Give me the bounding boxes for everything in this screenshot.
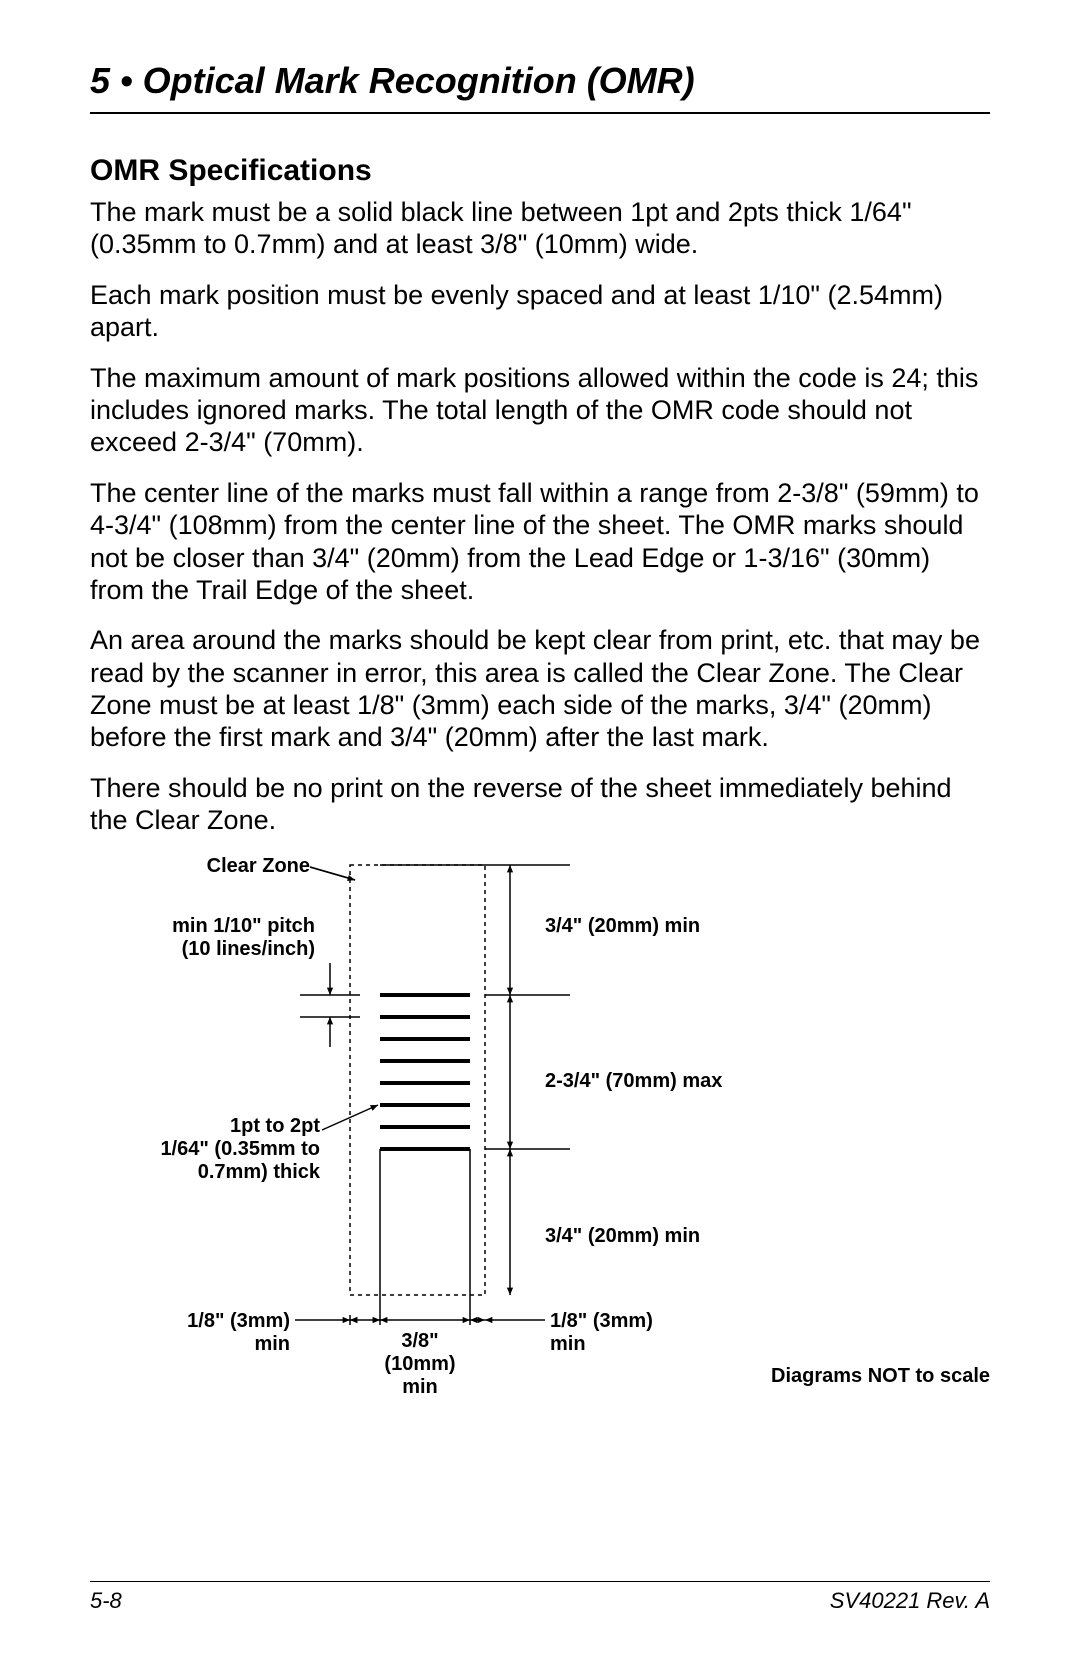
top-clear-label: 3/4" (20mm) min <box>545 915 700 938</box>
right-margin-l1: 1/8" (3mm) <box>550 1310 653 1332</box>
thick-label-l2: 1/64" (0.35mm to <box>160 1138 320 1160</box>
chapter-title: 5 • Optical Mark Recognition (OMR) <box>90 60 990 114</box>
page-footer: 5-8 SV40221 Rev. A <box>90 1581 990 1614</box>
right-margin-label: 1/8" (3mm) min <box>550 1310 653 1356</box>
pitch-label: min 1/10" pitch (10 lines/inch) <box>145 915 315 961</box>
omr-diagram: Clear Zone min 1/10" pitch (10 lines/inc… <box>90 855 990 1415</box>
mark-width-l3: min <box>402 1376 438 1398</box>
mark-width-l1: 3/8" <box>401 1330 438 1352</box>
para-1: The mark must be a solid black line betw… <box>90 196 990 261</box>
para-4: The center line of the marks must fall w… <box>90 477 990 607</box>
thick-label-l3: 0.7mm) thick <box>198 1161 320 1183</box>
footer-page: 5-8 <box>90 1588 122 1614</box>
para-6: There should be no print on the reverse … <box>90 772 990 837</box>
thick-label: 1pt to 2pt 1/64" (0.35mm to 0.7mm) thick <box>130 1115 320 1184</box>
mark-width-l2: (10mm) <box>384 1353 455 1375</box>
para-3: The maximum amount of mark positions all… <box>90 362 990 459</box>
pitch-label-l2: (10 lines/inch) <box>182 938 315 960</box>
bottom-clear-label: 3/4" (20mm) min <box>545 1225 700 1248</box>
mark-width-label: 3/8" (10mm) min <box>380 1330 460 1399</box>
para-5: An area around the marks should be kept … <box>90 624 990 754</box>
pitch-label-l1: min 1/10" pitch <box>172 915 315 937</box>
section-title: OMR Specifications <box>90 154 990 188</box>
code-len-label: 2-3/4" (70mm) max <box>545 1070 722 1093</box>
thick-label-l1: 1pt to 2pt <box>230 1115 320 1137</box>
right-margin-l2: min <box>550 1333 586 1355</box>
para-2: Each mark position must be evenly spaced… <box>90 279 990 344</box>
footer-doc: SV40221 Rev. A <box>830 1588 990 1614</box>
not-to-scale-label: Diagrams NOT to scale <box>771 1365 990 1388</box>
clear-zone-label: Clear Zone <box>160 855 310 878</box>
left-margin-label: 1/8" (3mm) min <box>170 1310 290 1356</box>
left-margin-l2: min <box>254 1333 290 1355</box>
left-margin-l1: 1/8" (3mm) <box>187 1310 290 1332</box>
